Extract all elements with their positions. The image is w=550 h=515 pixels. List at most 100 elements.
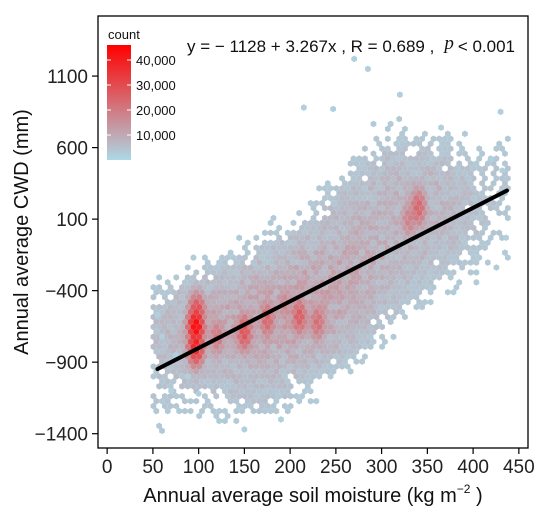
hex-bin — [233, 378, 240, 385]
hex-bin — [364, 338, 371, 346]
hex-bin — [287, 313, 294, 321]
hex-bin — [296, 239, 303, 247]
hex-bin — [287, 333, 294, 341]
hex-bin — [330, 239, 337, 247]
hex-bin — [190, 313, 197, 321]
hex-bin — [296, 397, 303, 405]
hex-bin — [310, 343, 317, 350]
hex-bin — [227, 298, 234, 306]
hex-bin — [430, 284, 437, 291]
y-axis-title: Annual average CWD (mm) — [11, 109, 33, 355]
hex-bin — [250, 328, 257, 336]
hex-bin — [330, 328, 337, 336]
hex-bin — [370, 279, 377, 286]
hex-bin — [202, 303, 208, 311]
hex-bin — [316, 363, 323, 370]
hex-bin — [202, 333, 208, 341]
hex-bin — [207, 284, 214, 291]
y-tick-label: −1400 — [35, 425, 88, 446]
hex-bin — [344, 204, 351, 212]
hex-bin — [422, 269, 428, 276]
hex-bin — [370, 298, 377, 306]
hex-bin — [504, 254, 511, 261]
hex-bin — [230, 333, 237, 341]
hex-bin — [310, 204, 317, 212]
hex-bin — [496, 209, 503, 217]
hex-bin — [159, 358, 165, 365]
hex-bin — [167, 383, 174, 390]
hex-bin — [187, 328, 194, 336]
hex-bin — [353, 180, 360, 187]
hex-bin — [213, 303, 220, 311]
hex-bin — [410, 199, 417, 207]
hex-bin — [479, 189, 485, 197]
hex-bin — [436, 145, 443, 152]
hex-bin — [384, 204, 391, 212]
hex-bin — [299, 264, 305, 271]
hex-bin — [447, 135, 454, 143]
hex-bin — [316, 264, 323, 271]
hex-bin — [204, 308, 211, 316]
hex-bin — [242, 353, 248, 360]
hex-bin — [322, 254, 328, 261]
hex-bin — [196, 303, 203, 311]
hex-bin — [336, 189, 343, 197]
hex-bin — [416, 249, 423, 256]
hex-bin — [439, 199, 445, 207]
hex-bin — [350, 194, 357, 202]
hex-bin — [350, 214, 357, 222]
hex-bin — [402, 244, 408, 251]
hex-bin — [476, 244, 483, 251]
hex-bin — [359, 308, 365, 316]
hex-bin — [304, 224, 311, 232]
hex-bin — [399, 259, 405, 266]
hex-bin — [344, 303, 351, 311]
hex-bin — [344, 194, 351, 202]
hex-bin — [336, 259, 343, 266]
hex-bin — [367, 293, 374, 301]
hex-bin — [267, 269, 274, 276]
hex-bin — [270, 254, 277, 261]
hex-bin — [330, 209, 337, 217]
hex-bin — [464, 155, 471, 162]
hex-bin — [404, 249, 411, 256]
hex-bin — [322, 224, 328, 232]
hex-bin — [244, 269, 251, 276]
hex-bin — [467, 160, 474, 167]
hex-bin — [282, 293, 288, 301]
hex-bin — [322, 333, 328, 341]
hex-bin — [410, 180, 417, 187]
hex-bin — [282, 264, 288, 271]
hex-bin — [359, 209, 365, 217]
hex-bin — [276, 313, 283, 321]
hex-bin — [470, 214, 477, 222]
hex-bin — [327, 194, 334, 202]
hex-bin — [364, 288, 371, 296]
hex-bin — [233, 269, 240, 276]
hex-bin — [436, 185, 443, 192]
hex-bin — [362, 353, 368, 360]
hex-bin — [476, 254, 483, 261]
hex-bin — [393, 160, 400, 167]
hex-bin — [299, 234, 305, 242]
hex-bin — [304, 303, 311, 311]
hex-bin — [396, 165, 403, 172]
hex-bin — [199, 368, 205, 375]
hex-bin — [287, 284, 294, 291]
hex-bin — [302, 279, 308, 286]
hex-bin — [402, 194, 408, 202]
hex-bin — [379, 155, 385, 162]
hex-bin — [364, 180, 371, 187]
hex-bin — [353, 199, 360, 207]
hex-bin — [393, 308, 400, 316]
hex-bin — [356, 165, 363, 172]
hex-bin — [270, 392, 277, 400]
hex-bin — [304, 343, 311, 350]
hex-bin — [224, 373, 231, 380]
hex-bin — [382, 239, 388, 247]
hex-bin — [410, 259, 417, 266]
hex-bin — [182, 308, 188, 316]
hex-bin — [202, 323, 208, 331]
hex-bin — [336, 249, 343, 256]
hex-bin — [267, 239, 274, 247]
